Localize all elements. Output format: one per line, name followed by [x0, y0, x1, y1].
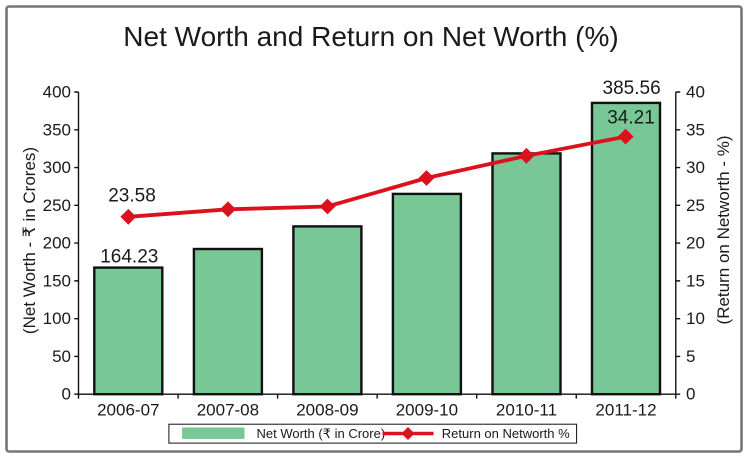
svg-text:250: 250	[43, 196, 71, 215]
svg-text:Net Worth and Return on Net Wo: Net Worth and Return on Net Worth (%)	[123, 21, 618, 52]
svg-text:10: 10	[686, 309, 705, 328]
svg-text:0: 0	[62, 385, 71, 404]
svg-text:2011-12: 2011-12	[595, 401, 656, 420]
svg-text:(Return on Networth - %): (Return on Networth - %)	[714, 136, 733, 325]
svg-text:30: 30	[686, 158, 705, 177]
svg-text:400: 400	[43, 83, 71, 102]
svg-text:2009-10: 2009-10	[396, 401, 458, 420]
svg-text:Net Worth (₹ in Crore): Net Worth (₹ in Crore)	[257, 426, 386, 441]
svg-text:20: 20	[686, 234, 705, 253]
svg-text:15: 15	[686, 271, 705, 290]
svg-text:40: 40	[686, 83, 705, 102]
svg-text:50: 50	[52, 347, 71, 366]
svg-text:5: 5	[686, 347, 695, 366]
svg-text:23.58: 23.58	[108, 186, 156, 207]
svg-text:164.23: 164.23	[100, 247, 158, 268]
svg-text:(Net Worth - ₹ in Crores): (Net Worth - ₹ in Crores)	[20, 147, 39, 334]
svg-text:Return on Networth %: Return on Networth %	[442, 426, 570, 441]
svg-text:2007-08: 2007-08	[197, 401, 259, 420]
svg-text:350: 350	[43, 120, 71, 139]
svg-text:2006-07: 2006-07	[97, 401, 159, 420]
svg-text:100: 100	[43, 309, 71, 328]
svg-text:2010-11: 2010-11	[496, 401, 557, 420]
svg-text:0: 0	[686, 385, 695, 404]
svg-text:300: 300	[43, 158, 71, 177]
svg-text:34.21: 34.21	[607, 108, 655, 129]
svg-text:385.56: 385.56	[603, 78, 661, 99]
svg-text:2008-09: 2008-09	[296, 401, 358, 420]
svg-text:35: 35	[686, 120, 705, 139]
svg-text:150: 150	[43, 271, 71, 290]
svg-text:200: 200	[43, 234, 71, 253]
svg-text:25: 25	[686, 196, 705, 215]
